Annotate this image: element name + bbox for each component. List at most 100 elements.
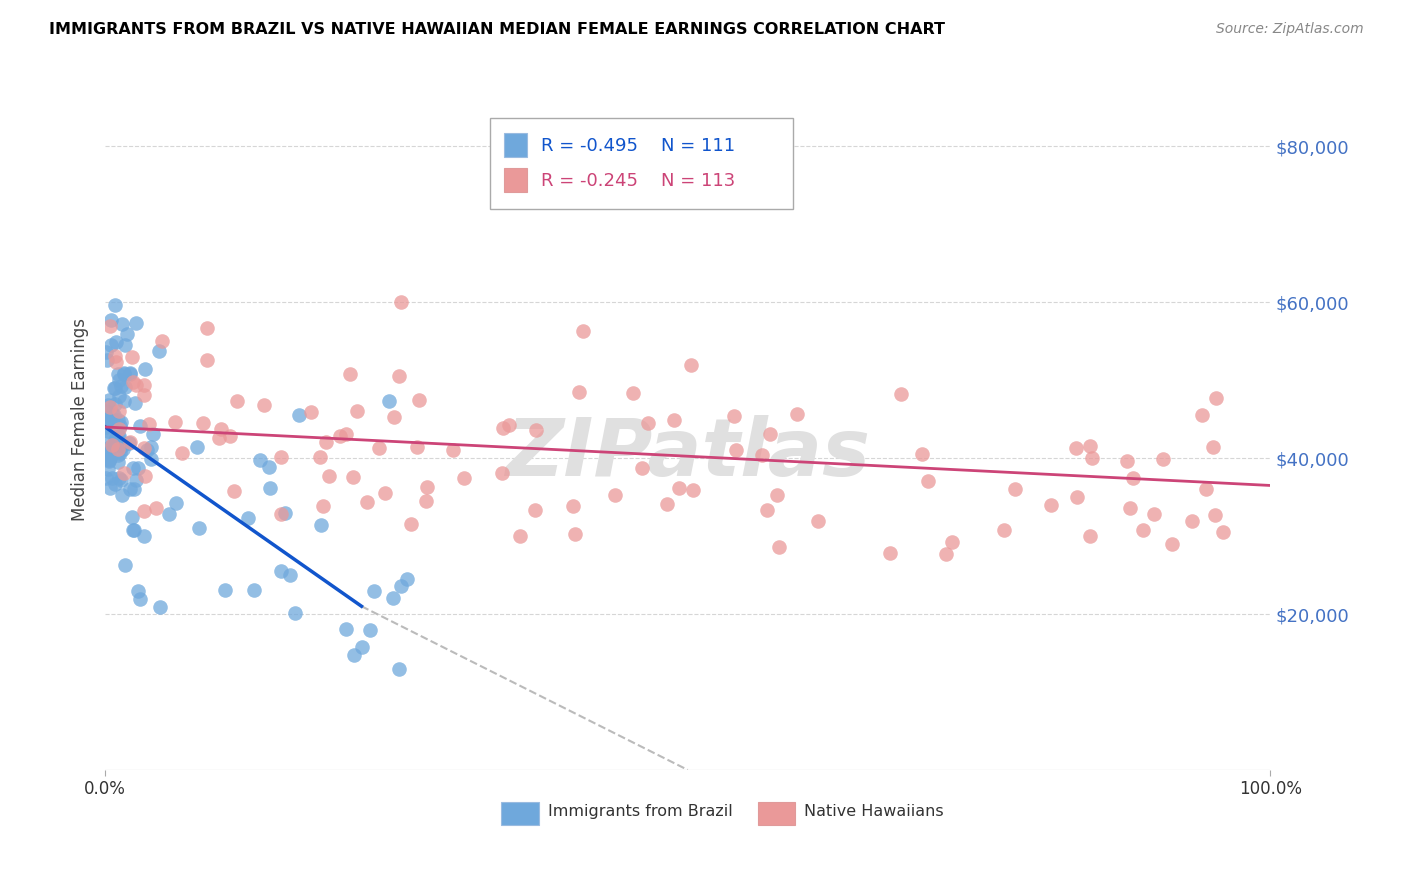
Point bbox=[114, 380, 136, 394]
Point bbox=[259, 481, 281, 495]
Point bbox=[127, 460, 149, 475]
Point bbox=[270, 450, 292, 464]
Point bbox=[107, 471, 129, 485]
Text: N = 113: N = 113 bbox=[661, 172, 735, 190]
Point bbox=[127, 584, 149, 599]
FancyBboxPatch shape bbox=[502, 802, 538, 824]
Point bbox=[108, 389, 131, 403]
Point bbox=[346, 404, 368, 418]
Point bbox=[104, 477, 127, 491]
Point bbox=[209, 422, 232, 436]
Point bbox=[388, 662, 411, 676]
Point bbox=[115, 327, 138, 342]
Point bbox=[917, 474, 939, 488]
Text: Immigrants from Brazil: Immigrants from Brazil bbox=[548, 805, 733, 820]
Point bbox=[105, 355, 128, 369]
Point bbox=[208, 431, 231, 445]
Point bbox=[124, 396, 146, 410]
Point bbox=[101, 438, 124, 452]
Point bbox=[108, 373, 131, 387]
Point bbox=[110, 473, 132, 487]
Point bbox=[107, 448, 129, 462]
Point bbox=[453, 471, 475, 485]
Point bbox=[100, 412, 122, 426]
Point bbox=[97, 398, 120, 412]
Point bbox=[121, 350, 143, 364]
Point bbox=[572, 324, 595, 338]
Point bbox=[96, 345, 118, 359]
Point bbox=[112, 366, 135, 380]
Point bbox=[98, 445, 121, 459]
Point bbox=[134, 469, 156, 483]
Point bbox=[637, 417, 659, 431]
Point bbox=[148, 344, 170, 359]
Point bbox=[112, 466, 135, 480]
Point bbox=[98, 453, 121, 467]
Text: IMMIGRANTS FROM BRAZIL VS NATIVE HAWAIIAN MEDIAN FEMALE EARNINGS CORRELATION CHA: IMMIGRANTS FROM BRAZIL VS NATIVE HAWAIIA… bbox=[49, 22, 945, 37]
Point bbox=[129, 591, 152, 606]
Point bbox=[97, 462, 120, 476]
Point bbox=[107, 428, 129, 442]
Point bbox=[350, 640, 373, 655]
Point bbox=[378, 393, 401, 408]
Point bbox=[100, 337, 122, 351]
Point bbox=[1115, 454, 1137, 468]
Point bbox=[1212, 524, 1234, 539]
Point bbox=[132, 441, 155, 455]
Point bbox=[631, 460, 654, 475]
Point bbox=[655, 497, 678, 511]
Point bbox=[214, 583, 236, 598]
FancyBboxPatch shape bbox=[503, 133, 527, 157]
Point bbox=[941, 535, 963, 549]
Point bbox=[879, 545, 901, 559]
Point bbox=[105, 431, 128, 445]
Point bbox=[121, 509, 143, 524]
Point bbox=[100, 481, 122, 495]
Point bbox=[389, 295, 412, 310]
Point bbox=[1040, 498, 1063, 512]
Point bbox=[270, 564, 292, 578]
Point bbox=[132, 377, 155, 392]
Point bbox=[104, 335, 127, 350]
Point bbox=[662, 413, 685, 427]
Point bbox=[98, 443, 121, 458]
Point bbox=[1204, 508, 1226, 522]
Point bbox=[145, 500, 167, 515]
Point bbox=[114, 338, 136, 352]
Point bbox=[98, 450, 121, 465]
Point bbox=[339, 367, 361, 381]
Point bbox=[157, 508, 180, 522]
Point bbox=[108, 419, 131, 434]
Point bbox=[118, 435, 141, 450]
Point bbox=[98, 318, 121, 333]
Point bbox=[124, 378, 146, 392]
Point bbox=[104, 298, 127, 312]
Point bbox=[259, 459, 281, 474]
Point bbox=[111, 488, 134, 502]
Point bbox=[389, 579, 412, 593]
Text: N = 111: N = 111 bbox=[661, 136, 735, 154]
Point bbox=[136, 443, 159, 458]
Point bbox=[1122, 470, 1144, 484]
Point bbox=[132, 388, 155, 402]
Point bbox=[312, 499, 335, 513]
Point bbox=[222, 483, 245, 498]
Point bbox=[186, 441, 208, 455]
Point bbox=[278, 567, 301, 582]
Point bbox=[935, 547, 957, 561]
Point bbox=[382, 409, 405, 424]
Point bbox=[1180, 514, 1202, 528]
Point bbox=[118, 367, 141, 381]
Point bbox=[149, 599, 172, 614]
Text: ZIPatlas: ZIPatlas bbox=[505, 416, 870, 493]
Point bbox=[911, 447, 934, 461]
Point bbox=[993, 523, 1015, 537]
Point bbox=[786, 408, 808, 422]
Point bbox=[725, 442, 748, 457]
Point bbox=[368, 441, 391, 455]
Point bbox=[112, 394, 135, 409]
Point bbox=[96, 404, 118, 418]
Point bbox=[270, 507, 292, 521]
Point bbox=[603, 488, 626, 502]
Point bbox=[150, 334, 173, 349]
